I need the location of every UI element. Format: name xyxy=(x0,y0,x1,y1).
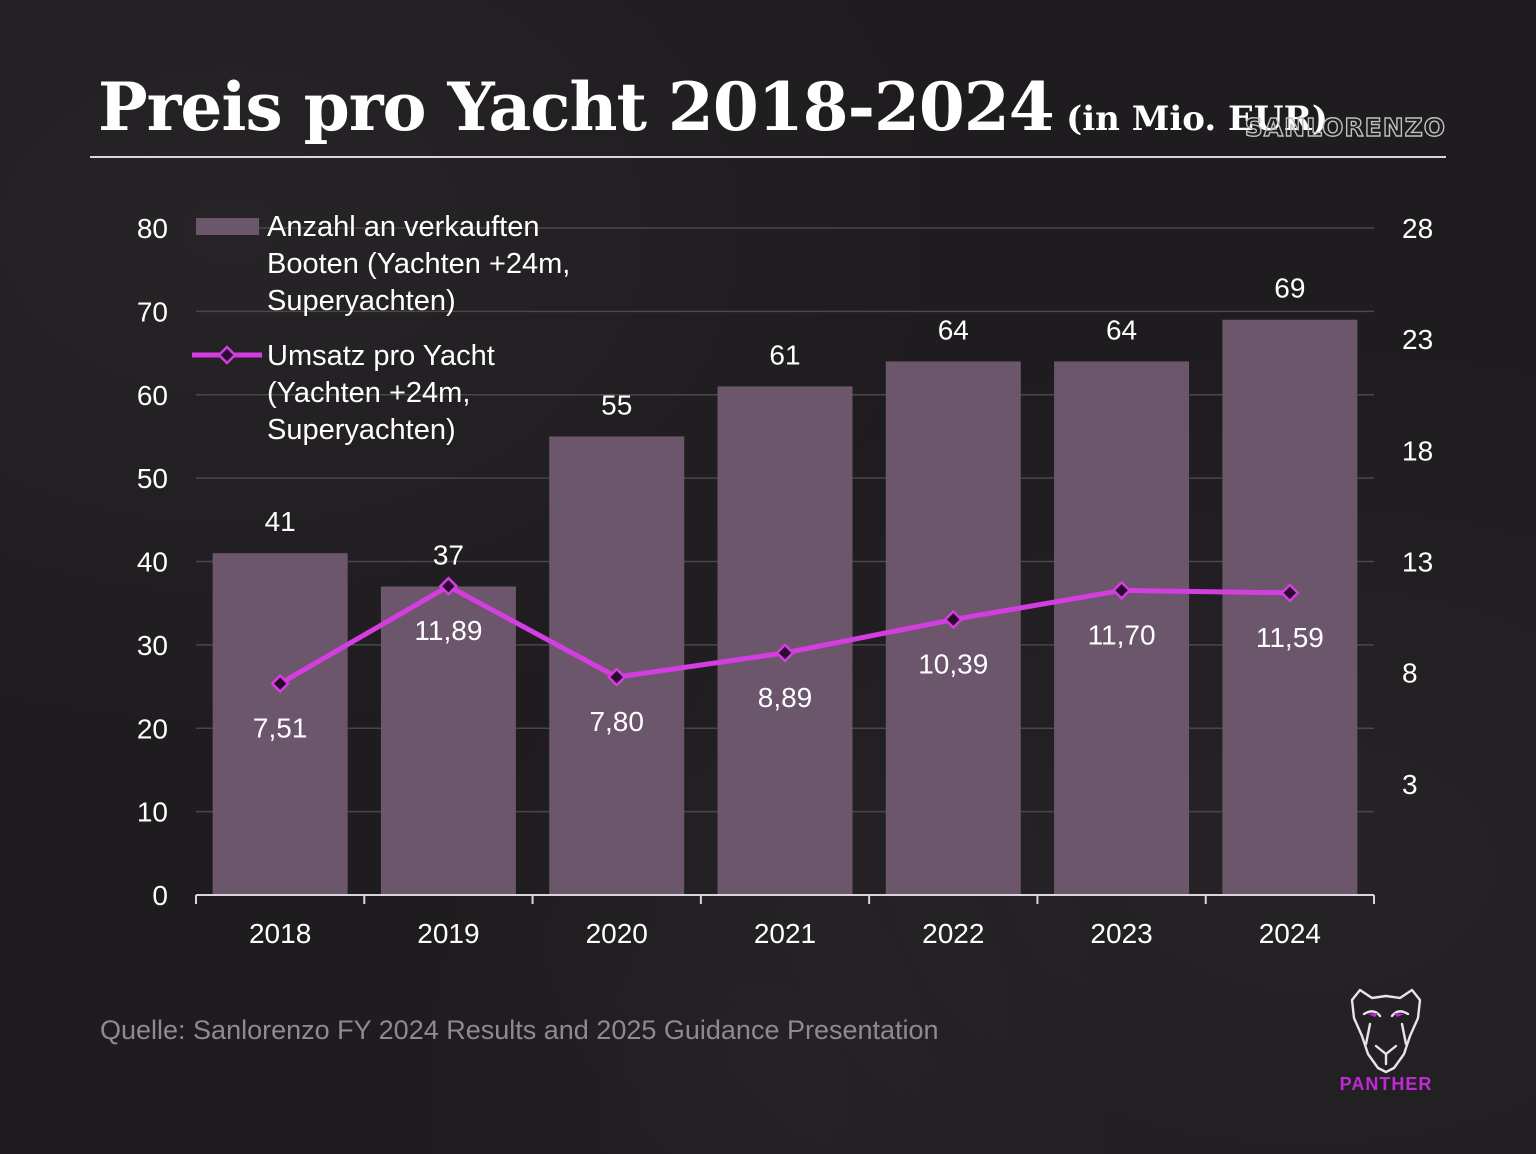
bar xyxy=(212,553,348,895)
y-left-tick-label: 10 xyxy=(137,797,168,828)
bar-value-label: 37 xyxy=(433,540,464,571)
bar-series xyxy=(212,319,1358,895)
line-value-label: 10,39 xyxy=(918,649,988,680)
sanlorenzo-logo: SANLORENZO xyxy=(1244,112,1446,142)
line-point-marker xyxy=(775,643,795,663)
y-right-tick-label: 13 xyxy=(1402,547,1433,578)
legend-line-label: Umsatz pro Yacht xyxy=(267,340,495,372)
line-point-marker xyxy=(943,609,964,630)
y-right-tick-label: 3 xyxy=(1402,769,1418,800)
legend-bar-label: Anzahl an verkauften xyxy=(267,211,539,243)
y-left-tick-label: 0 xyxy=(152,880,168,911)
line-point-marker xyxy=(1111,580,1132,601)
y-right-tick-label: 8 xyxy=(1402,658,1418,689)
y-left-tick-label: 60 xyxy=(137,380,168,411)
bar-value-label: 64 xyxy=(938,314,969,345)
y-left-tick-label: 30 xyxy=(137,630,168,661)
line-point-marker xyxy=(1280,583,1300,603)
legend: Anzahl an verkauften Booten (Yachten +24m… xyxy=(192,211,570,446)
x-tick-label: 2021 xyxy=(754,918,816,949)
y-left-tick-label: 70 xyxy=(137,296,168,327)
bar-value-label: 69 xyxy=(1274,273,1305,304)
y-left-tick-label: 80 xyxy=(137,213,168,244)
line-point-marker xyxy=(606,667,627,687)
line-value-label: 8,89 xyxy=(758,682,813,713)
chart-title: Preis pro Yacht 2018-2024 (in Mio. EUR) xyxy=(98,68,1328,146)
y-right-tick-label: 23 xyxy=(1402,324,1433,355)
x-tick-label: 2020 xyxy=(586,918,648,949)
data-labels: 41 37 55 61 64 64 69 7,51 11,89 7,80 8,89 10,39 11,7… xyxy=(253,273,1324,744)
y-right-tick-label: 18 xyxy=(1402,435,1433,466)
line-value-label: 11,89 xyxy=(414,615,482,646)
y-left-tick-label: 20 xyxy=(137,713,168,744)
line-value-label: 11,70 xyxy=(1088,619,1156,650)
source-note: Quelle: Sanlorenzo FY 2024 Results and 2… xyxy=(100,1015,939,1045)
line-value-label: 7,51 xyxy=(253,713,308,744)
legend-line-label: (Yachten +24m, xyxy=(267,377,470,409)
bar xyxy=(717,386,853,895)
line-value-label: 7,80 xyxy=(589,706,644,737)
legend-bar-label: Booten (Yachten +24m, xyxy=(267,248,570,280)
x-tick-label: 2023 xyxy=(1090,918,1152,949)
y-right-tick-label: 28 xyxy=(1402,213,1433,244)
x-tick-label: 2024 xyxy=(1259,918,1321,949)
line-value-label: 11,59 xyxy=(1256,622,1324,653)
y-left-tick-label: 50 xyxy=(137,463,168,494)
line-point-marker xyxy=(270,673,290,694)
line-point-marker xyxy=(438,576,459,596)
axes: 0 10 20 30 40 50 60 70 80 3 8 13 18 23 28 2018 2019 2020 2… xyxy=(137,213,1433,949)
panther-logo-icon xyxy=(1350,988,1422,1074)
legend-bar-swatch xyxy=(196,218,259,235)
title-main: Preis pro Yacht 2018-2024 xyxy=(98,68,1055,146)
x-tick-label: 2019 xyxy=(417,918,479,949)
line-series xyxy=(270,576,1300,694)
bar-value-label: 55 xyxy=(601,389,632,420)
bar-value-label: 64 xyxy=(1106,314,1137,345)
x-tick-label: 2018 xyxy=(249,918,311,949)
title-unit: (in Mio. EUR) xyxy=(1066,99,1328,139)
legend-bar-label: Superyachten) xyxy=(267,285,456,317)
bar xyxy=(380,586,516,895)
bar xyxy=(1054,361,1190,895)
bar xyxy=(549,436,685,895)
panther-logo-label: PANTHER xyxy=(1339,1074,1433,1094)
y-left-tick-label: 40 xyxy=(137,547,168,578)
bar-value-label: 41 xyxy=(265,506,296,537)
bar-value-label: 61 xyxy=(769,339,800,370)
legend-line-label: Superyachten) xyxy=(267,414,456,446)
x-tick-label: 2022 xyxy=(922,918,984,949)
bar xyxy=(1222,319,1358,895)
title-divider xyxy=(90,156,1446,158)
legend-line-marker xyxy=(217,345,237,365)
